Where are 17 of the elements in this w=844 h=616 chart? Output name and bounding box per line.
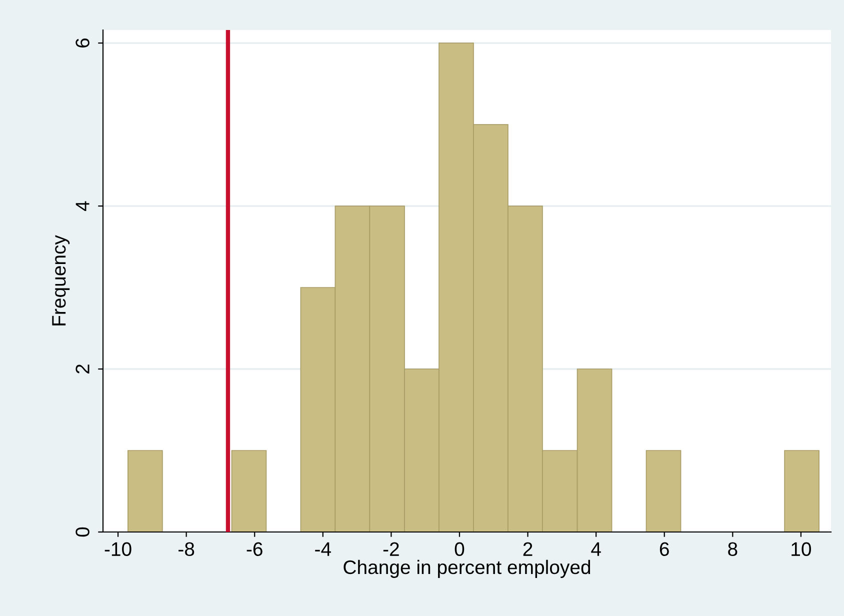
x-tick-label: 10 [792, 542, 812, 556]
x-tick-label: 0 [454, 542, 464, 556]
x-tick-label: 8 [728, 542, 738, 556]
y-tick-label: 2 [76, 364, 90, 374]
x-tick-label: -4 [315, 542, 331, 556]
x-tick-label: -6 [246, 542, 262, 556]
x-tick-label: 4 [591, 542, 601, 556]
x-tick-label: 6 [660, 542, 669, 556]
y-axis-title: Frequency [52, 235, 70, 326]
x-tick-label: -2 [383, 542, 399, 556]
y-tick-label: 4 [76, 201, 90, 211]
x-tick-label: -10 [104, 542, 132, 556]
y-tick-label: 0 [76, 527, 90, 537]
x-axis-title: Change in percent employed [344, 560, 590, 578]
x-tick-label: -8 [178, 542, 194, 556]
y-tick-label: 6 [76, 38, 90, 48]
x-tick-label: 2 [523, 542, 532, 556]
